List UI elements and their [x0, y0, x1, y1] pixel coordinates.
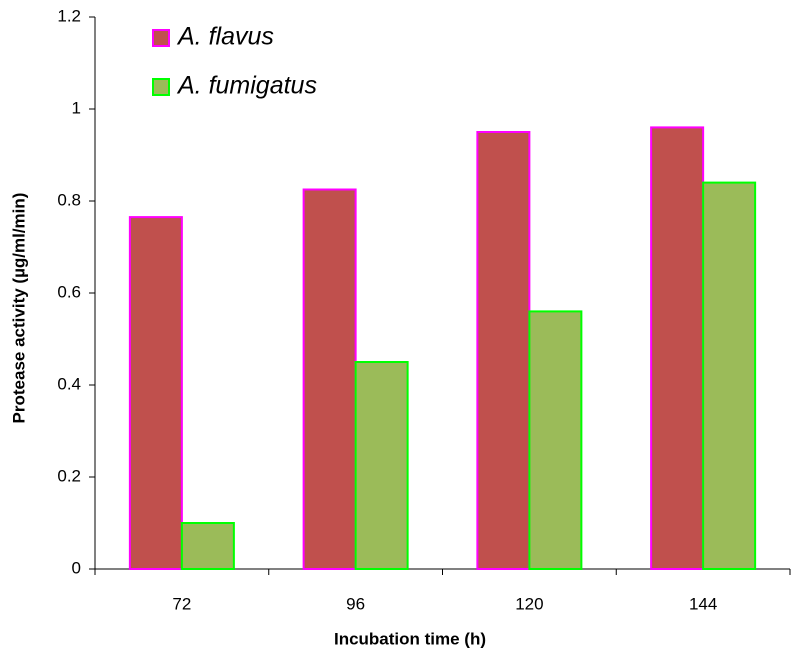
- x-tick-label: 96: [346, 594, 365, 613]
- bar: [180, 522, 235, 570]
- x-tick-label: 120: [515, 594, 543, 613]
- bar: [702, 181, 757, 570]
- y-tick-label: 0.2: [57, 466, 81, 485]
- bar: [354, 361, 409, 570]
- y-tick-label: 0.6: [57, 282, 81, 301]
- y-tick-label: 1.2: [57, 6, 81, 25]
- bar: [128, 216, 183, 570]
- bar: [302, 188, 357, 570]
- y-tick-label: 1: [72, 98, 81, 117]
- y-axis-title: Protease activity (µg/ml/min): [9, 193, 28, 424]
- legend-marker: [152, 29, 170, 47]
- y-tick-label: 0: [72, 558, 81, 577]
- x-tick-label: 72: [172, 594, 191, 613]
- legend-marker: [152, 78, 170, 96]
- bar: [476, 131, 531, 570]
- y-tick-label: 0.4: [57, 374, 81, 393]
- y-tick-label: 0.8: [57, 190, 81, 209]
- legend-text: A. flavus: [176, 23, 274, 51]
- bar: [528, 310, 583, 570]
- bar: [650, 126, 705, 571]
- x-tick-label: 144: [689, 594, 717, 613]
- x-axis-title: Incubation time (h): [334, 629, 486, 648]
- legend-text: A. fumigatus: [176, 72, 317, 100]
